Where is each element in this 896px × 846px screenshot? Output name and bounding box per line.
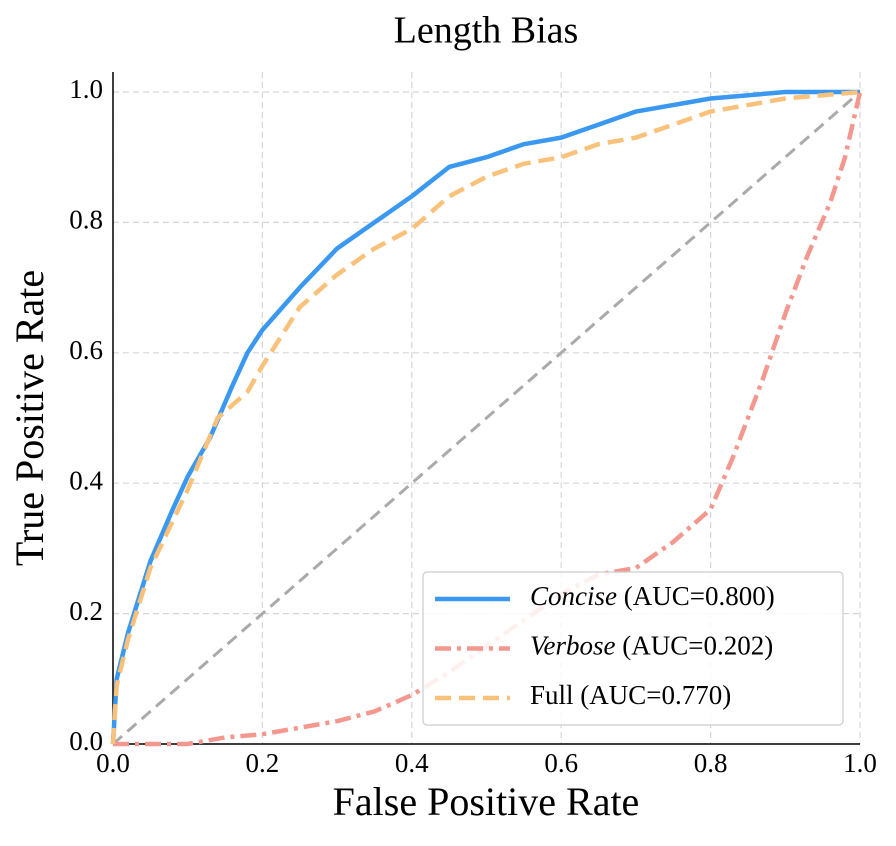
y-tick-label: 1.0	[69, 74, 103, 104]
x-tick-label: 1.0	[843, 748, 877, 778]
chart-title: Length Bias	[394, 10, 579, 52]
x-tick-label: 0.4	[395, 748, 429, 778]
y-tick-label: 0.2	[69, 596, 103, 626]
legend-label: Full (AUC=0.770)	[530, 680, 731, 710]
y-tick-label: 0.8	[69, 205, 103, 235]
legend-label: Verbose (AUC=0.202)	[530, 631, 773, 661]
x-tick-label: 0.6	[544, 748, 578, 778]
series-line	[113, 91, 863, 747]
x-tick-label: 0.0	[96, 748, 130, 778]
legend-box	[422, 571, 844, 726]
x-tick-label: 0.8	[694, 748, 728, 778]
reference-line	[112, 90, 861, 746]
x-tick-label: 0.2	[246, 748, 280, 778]
x-axis-label: False Positive Rate	[333, 779, 640, 824]
y-axis-label: True Positive Rate	[7, 270, 52, 566]
series-line	[110, 89, 861, 745]
legend-label: Concise (AUC=0.800)	[530, 581, 775, 611]
y-tick-label: 0.0	[69, 726, 103, 756]
y-tick-label: 0.6	[69, 335, 103, 365]
legend: Concise (AUC=0.800) Verbose (AUC=0.202) Fu…	[422, 571, 844, 726]
series-line	[110, 89, 860, 745]
y-tick-label: 0.4	[69, 465, 103, 495]
